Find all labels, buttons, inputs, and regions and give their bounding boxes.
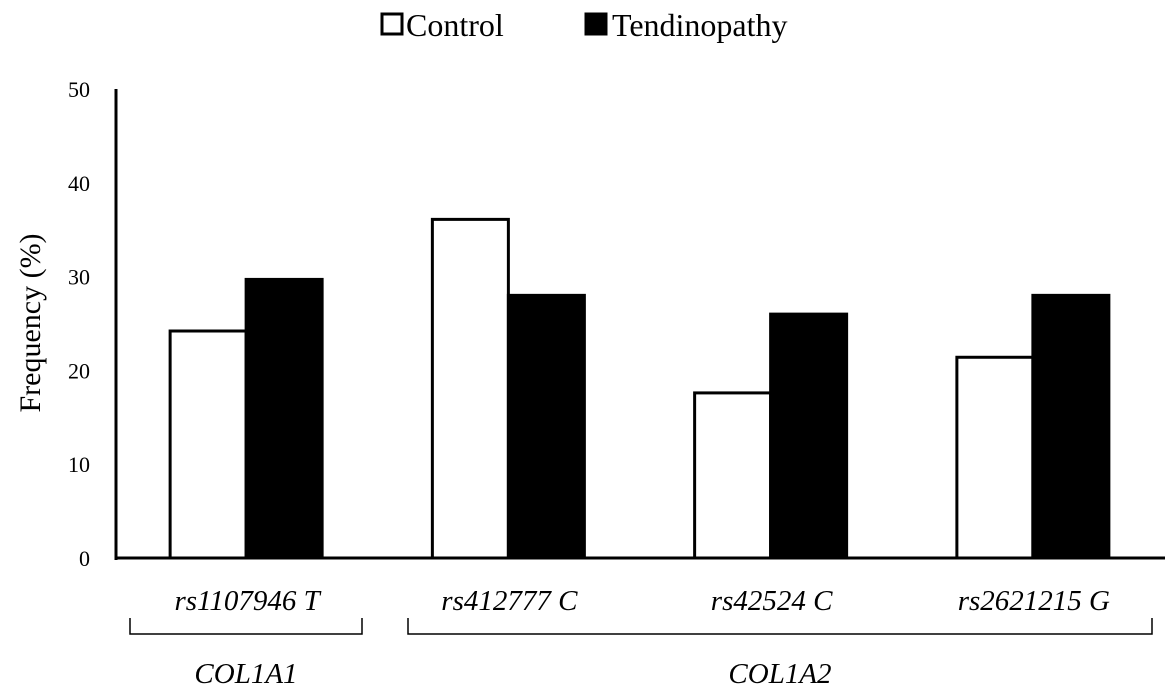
x-category-label: rs412777 C bbox=[441, 585, 578, 617]
y-tick-label: 40 bbox=[68, 171, 90, 196]
y-tick-label: 10 bbox=[68, 452, 90, 477]
y-tick-label: 30 bbox=[68, 265, 90, 290]
bar-control-1 bbox=[430, 217, 510, 560]
x-category-label: rs1107946 T bbox=[174, 585, 321, 617]
x-category-label: rs42524 C bbox=[711, 585, 833, 617]
bar-control-2 bbox=[693, 391, 773, 560]
y-tick-label: 0 bbox=[79, 546, 90, 571]
gene-group-label: COL1A1 bbox=[194, 658, 297, 690]
gene-group-bracket bbox=[129, 618, 363, 635]
bar-control-0 bbox=[168, 329, 248, 560]
bar-tendinopathy-1 bbox=[506, 293, 586, 560]
legend-swatch-tendinopathy bbox=[584, 12, 608, 36]
x-category-label: rs2621215 G bbox=[958, 585, 1110, 617]
legend: Control Tendinopathy bbox=[380, 7, 788, 43]
y-tick-label: 20 bbox=[68, 358, 90, 383]
legend-swatch-control bbox=[380, 12, 404, 36]
y-tick-label: 50 bbox=[68, 77, 90, 102]
y-axis-label: Frequency (%) bbox=[14, 233, 47, 412]
bar-tendinopathy-0 bbox=[244, 277, 324, 560]
gene-group-label: COL1A2 bbox=[728, 658, 831, 690]
gene-group-bracket bbox=[407, 618, 1153, 635]
bar-tendinopathy-3 bbox=[1031, 293, 1111, 560]
legend-label-control: Control bbox=[406, 7, 504, 43]
bar-tendinopathy-2 bbox=[769, 312, 849, 560]
legend-label-tendinopathy: Tendinopathy bbox=[612, 7, 788, 43]
plot-area: 0 10 20 30 40 50 rs1107946 T rs412777 C rs42524 … bbox=[68, 77, 1165, 690]
bar-control-3 bbox=[955, 355, 1035, 560]
